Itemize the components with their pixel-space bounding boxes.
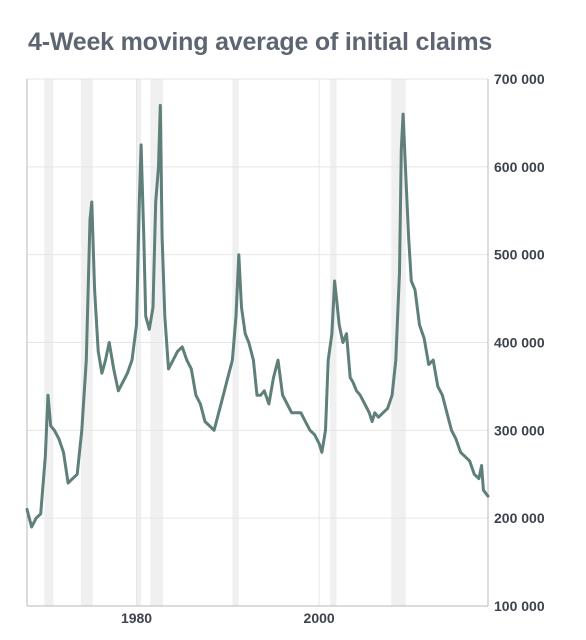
x-tick-label: 1980: [121, 610, 152, 626]
y-tick-label: 500 000: [494, 247, 545, 263]
y-tick-label: 100 000: [494, 598, 545, 614]
series-group: [25, 103, 490, 529]
y-tick-label: 300 000: [494, 422, 545, 438]
x-tick-label: 2000: [304, 610, 335, 626]
chart-title: 4-Week moving average of initial claims: [28, 28, 493, 56]
y-tick-label: 600 000: [494, 159, 545, 175]
y-tick-label: 200 000: [494, 510, 545, 526]
y-tick-label: 400 000: [494, 335, 545, 351]
y-tick-label: 700 000: [494, 71, 545, 87]
grid-lines: [27, 78, 488, 607]
axes: [26, 79, 489, 607]
series-line: [25, 103, 490, 529]
tick-labels: 100 000 200 000 300 000 400 000 500 000 600 0…: [121, 71, 545, 626]
